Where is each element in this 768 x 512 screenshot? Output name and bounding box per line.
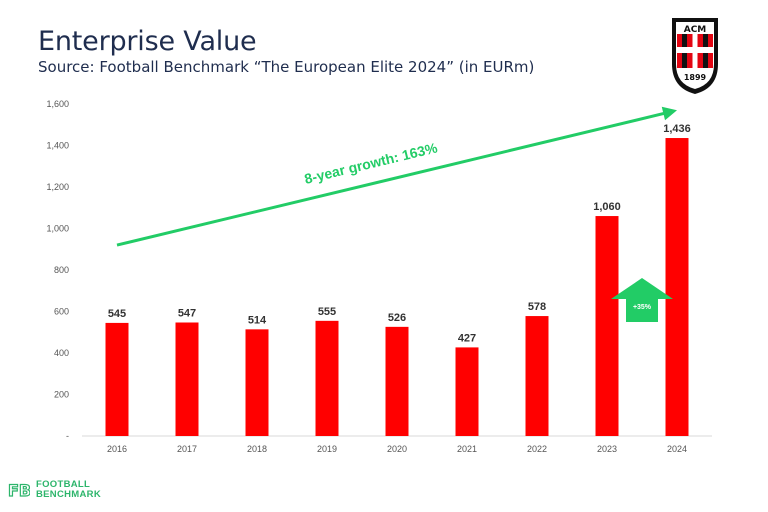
value-label: 1,436 <box>663 123 691 135</box>
y-tick-label: 1,200 <box>46 182 69 192</box>
x-tick-label: 2017 <box>177 444 197 454</box>
value-label: 578 <box>528 301 546 313</box>
x-tick-label: 2024 <box>667 444 687 454</box>
club-crest: ACM 1899 <box>668 14 722 103</box>
trend-arrow-head <box>661 106 677 121</box>
bar <box>665 138 689 436</box>
y-tick-label: 600 <box>54 307 69 317</box>
y-tick-label: 1,400 <box>46 141 69 151</box>
bar <box>525 316 549 436</box>
growth-up-arrow-label: +35% <box>633 304 652 311</box>
value-label: 526 <box>388 312 406 324</box>
bar <box>455 347 479 436</box>
growth-up-arrow <box>611 278 673 322</box>
bar <box>595 216 619 436</box>
value-label: 1,060 <box>593 201 621 213</box>
bar <box>385 326 409 436</box>
x-tick-label: 2019 <box>317 444 337 454</box>
bar <box>175 322 199 436</box>
bar <box>245 329 269 436</box>
x-tick-label: 2023 <box>597 444 617 454</box>
trend-arrow-line <box>116 110 670 247</box>
logo-line-1: FOOTBALL <box>36 479 91 490</box>
value-label: 545 <box>108 308 126 320</box>
y-tick-label: 800 <box>54 265 69 275</box>
value-label: 427 <box>458 332 476 344</box>
y-tick-label: 1,000 <box>46 224 69 234</box>
value-label: 514 <box>248 314 267 326</box>
crest-letters: ACM <box>684 25 707 35</box>
y-tick-label: - <box>66 431 69 441</box>
trend-annotation-label: 8-year growth: 163% <box>303 139 440 187</box>
y-tick-label: 1,600 <box>46 99 69 109</box>
bar <box>105 322 129 436</box>
x-tick-label: 2020 <box>387 444 407 454</box>
y-tick-label: 400 <box>54 348 69 358</box>
svg-text:FB: FB <box>8 481 30 500</box>
x-tick-label: 2021 <box>457 444 477 454</box>
crest-year: 1899 <box>684 73 707 82</box>
x-tick-label: 2016 <box>107 444 127 454</box>
value-label: 547 <box>178 307 196 319</box>
chart-title: Enterprise Value <box>38 26 257 57</box>
fb-logo-icon: FB <box>8 480 30 500</box>
football-benchmark-logo: FB FOOTBALL BENCHMARK <box>8 479 101 501</box>
x-tick-label: 2018 <box>247 444 267 454</box>
y-tick-label: 200 <box>54 390 69 400</box>
logo-line-2: BENCHMARK <box>36 489 101 500</box>
bar <box>315 320 339 436</box>
chart-subtitle: Source: Football Benchmark “The European… <box>38 58 535 76</box>
x-tick-label: 2022 <box>527 444 547 454</box>
value-label: 555 <box>318 306 336 318</box>
